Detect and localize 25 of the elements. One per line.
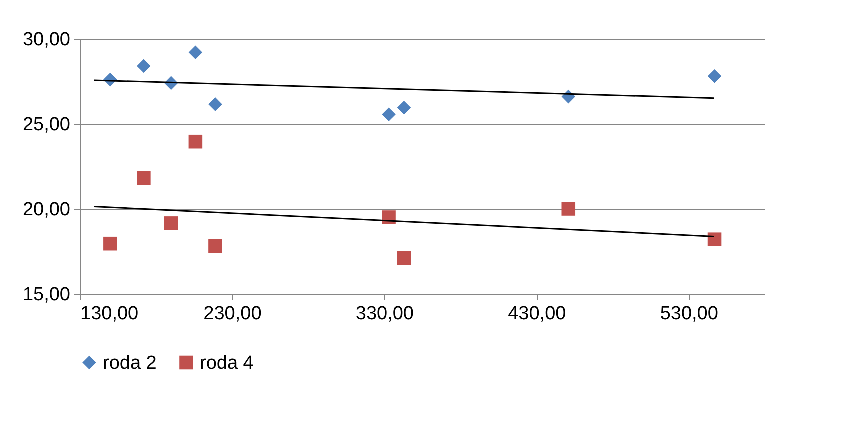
point: [397, 251, 412, 266]
point: [137, 172, 151, 186]
legend-label: roda 4: [200, 352, 254, 374]
y-tick-label: 20,00: [22, 200, 70, 220]
x-tick-label: 230,00: [204, 304, 262, 324]
point: [208, 98, 222, 112]
point: [208, 240, 222, 254]
y-tick-label: 15,00: [22, 284, 70, 306]
point: [562, 202, 576, 216]
x-tick-label: 430,00: [508, 304, 566, 324]
y-tick-label: 25,00: [22, 114, 70, 136]
x-tick-label: 130,00: [80, 304, 139, 324]
y-tick-label: 30,00: [22, 30, 70, 50]
x-tick-label: 330,00: [356, 304, 414, 324]
legend-label: roda 2: [103, 352, 157, 374]
x-tick-label: 530,00: [660, 304, 718, 324]
point: [188, 134, 203, 149]
point: [164, 216, 178, 230]
point: [708, 232, 722, 246]
point: [708, 70, 722, 84]
point: [397, 100, 412, 115]
point: [382, 108, 396, 122]
point: [188, 46, 203, 60]
point: [104, 236, 118, 251]
point: [137, 59, 151, 74]
